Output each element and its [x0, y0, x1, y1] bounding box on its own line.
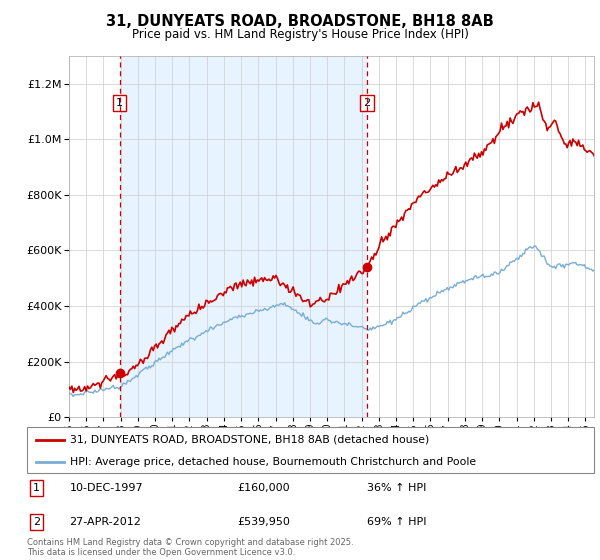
Text: 2: 2: [32, 517, 40, 527]
Text: 69% ↑ HPI: 69% ↑ HPI: [367, 517, 427, 527]
FancyBboxPatch shape: [27, 427, 594, 473]
Text: 31, DUNYEATS ROAD, BROADSTONE, BH18 8AB (detached house): 31, DUNYEATS ROAD, BROADSTONE, BH18 8AB …: [70, 435, 429, 445]
Text: 1: 1: [116, 98, 123, 108]
Text: 27-APR-2012: 27-APR-2012: [70, 517, 142, 527]
Text: 1: 1: [32, 483, 40, 493]
Text: HPI: Average price, detached house, Bournemouth Christchurch and Poole: HPI: Average price, detached house, Bour…: [70, 457, 476, 466]
Text: Price paid vs. HM Land Registry's House Price Index (HPI): Price paid vs. HM Land Registry's House …: [131, 28, 469, 41]
Bar: [119, 56, 367, 417]
Text: £539,950: £539,950: [237, 517, 290, 527]
Text: Contains HM Land Registry data © Crown copyright and database right 2025.
This d: Contains HM Land Registry data © Crown c…: [27, 538, 353, 557]
Text: 10-DEC-1997: 10-DEC-1997: [70, 483, 143, 493]
Text: £160,000: £160,000: [237, 483, 289, 493]
Text: 31, DUNYEATS ROAD, BROADSTONE, BH18 8AB: 31, DUNYEATS ROAD, BROADSTONE, BH18 8AB: [106, 14, 494, 29]
Text: 2: 2: [364, 98, 371, 108]
Text: 36% ↑ HPI: 36% ↑ HPI: [367, 483, 427, 493]
